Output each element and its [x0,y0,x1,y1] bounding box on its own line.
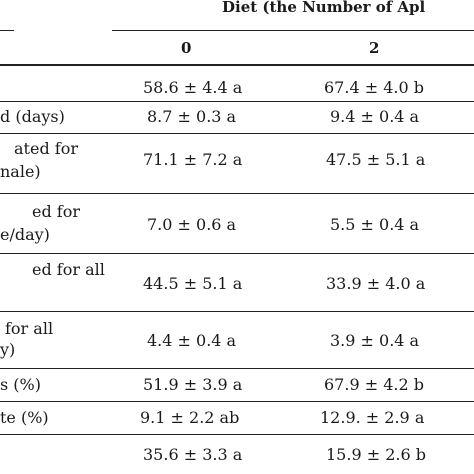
cell-r2-c0: 8.7 ± 0.3 a [147,107,237,126]
header-rule-diet [112,30,474,31]
row-label: d (days) [0,107,65,126]
cell-r7-c0: 51.9 ± 3.9 a [143,375,243,394]
row-rule [0,311,474,312]
column-header-0: 0 [181,39,192,57]
cell-r8-c0: 9.1 ± 2.2 ab [140,408,240,427]
row-rule [0,434,474,435]
header-rule-left [0,30,14,31]
row-label: nale) [0,162,41,181]
row-label: for all [5,319,54,338]
row-rule [0,193,474,194]
cell-r1-c0: 58.6 ± 4.4 a [143,78,243,97]
row-rule [0,133,474,134]
cell-r2-c2: 9.4 ± 0.4 a [330,107,420,126]
diet-header: Diet (the Number of Apl [222,0,426,16]
cell-r1-c2: 67.4 ± 4.0 b [324,78,424,97]
cell-r7-c2: 67.9 ± 4.2 b [324,375,424,394]
column-header-2: 2 [369,39,380,57]
cell-r9-c2: 15.9 ± 2.6 b [326,445,426,464]
cell-r6-c2: 3.9 ± 0.4 a [330,331,420,350]
cell-r3-c2: 47.5 ± 5.1 a [326,150,426,169]
cell-r3-c0: 71.1 ± 7.2 a [143,150,243,169]
cell-r5-c2: 33.9 ± 4.0 a [326,274,426,293]
cell-r4-c2: 5.5 ± 0.4 a [330,215,420,234]
row-label: e/day) [0,225,50,244]
row-label: y) [0,340,16,359]
cell-r8-c2: 12.9. ± 2.9 a [320,408,425,427]
cell-r6-c0: 4.4 ± 0.4 a [147,331,237,350]
row-rule [0,253,474,254]
cell-r4-c0: 7.0 ± 0.6 a [147,215,237,234]
row-label: s (%) [0,375,41,394]
cell-r9-c0: 35.6 ± 3.3 a [143,445,243,464]
row-rule [0,101,474,102]
header-bottom-rule [0,64,474,66]
row-label: ed for [32,202,80,221]
row-rule [0,401,474,402]
row-label: ed for all [32,260,105,279]
row-label: te (%) [0,408,49,427]
row-label: ated for [14,139,78,158]
cell-r5-c0: 44.5 ± 5.1 a [143,274,243,293]
row-rule [0,368,474,369]
